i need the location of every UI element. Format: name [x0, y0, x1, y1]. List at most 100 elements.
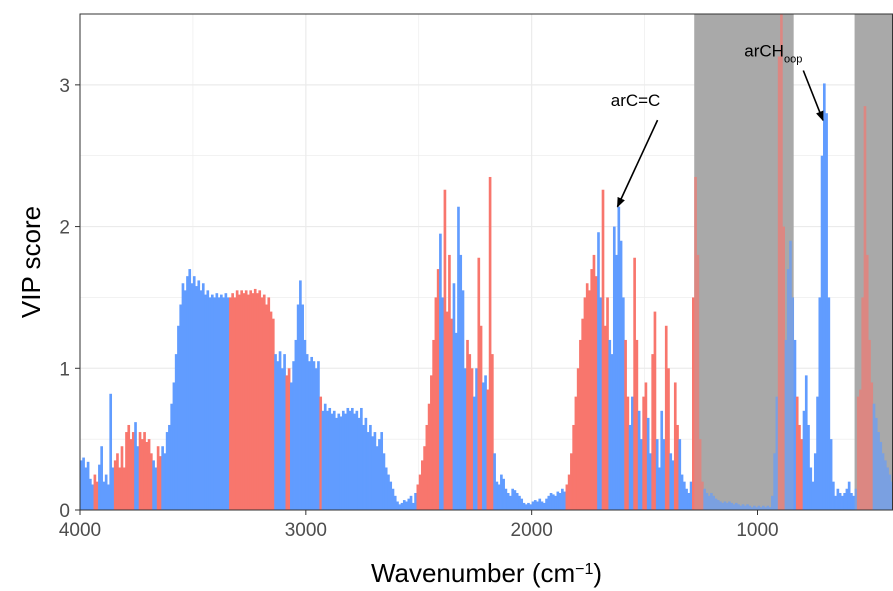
spectrum-bar	[364, 417, 368, 510]
spectrum-bar	[845, 488, 849, 510]
spectrum-bar	[547, 495, 551, 510]
spectrum-bar	[371, 436, 374, 510]
spectrum-bar	[179, 304, 183, 510]
spectrum-bar	[305, 354, 309, 510]
spectrum-bar	[515, 492, 519, 510]
spectrum-bar	[786, 269, 790, 510]
spectrum-bar	[351, 407, 354, 510]
spectrum-bar	[140, 439, 144, 510]
spectrum-bar	[369, 424, 372, 510]
spectrum-bar	[443, 189, 447, 510]
spectrum-bar	[579, 339, 582, 510]
spectrum-bar	[658, 467, 661, 510]
spectrum-bar	[549, 492, 553, 510]
spectrum-bar	[479, 325, 483, 510]
spectrum-bar	[100, 446, 103, 510]
spectrum-bar	[373, 432, 377, 510]
spectrum-bar	[622, 297, 625, 510]
spectrum-bar	[741, 504, 745, 510]
spectrum-bar	[441, 297, 444, 510]
spectrum-bar	[531, 501, 535, 510]
spectrum-bar	[154, 467, 158, 510]
spectrum-bar	[301, 304, 304, 510]
spectrum-bar	[292, 361, 295, 510]
spectrum-bar	[874, 417, 878, 510]
spectrum-bar	[432, 339, 435, 510]
spectrum-bar	[156, 446, 160, 510]
spectrum-bar	[312, 361, 316, 510]
spectrum-bar	[341, 410, 345, 510]
spectrum-bar	[694, 176, 697, 510]
spectrum-bar	[782, 226, 785, 511]
spectrum-bar	[798, 424, 801, 510]
spectrum-bar	[710, 492, 713, 510]
spectrum-bar	[565, 484, 569, 510]
spectrum-bar	[251, 293, 255, 510]
spectrum-bar	[436, 269, 440, 510]
spectrum-bar	[287, 368, 291, 510]
spectrum-bar	[463, 368, 467, 510]
spectrum-bar	[633, 257, 636, 510]
spectrum-bar	[387, 474, 390, 510]
spectrum-bar	[80, 460, 83, 510]
spectrum-bar	[818, 297, 822, 510]
spectrum-bar	[651, 354, 655, 510]
spectrum-bar	[262, 294, 266, 510]
spectrum-bar	[822, 83, 826, 510]
spectrum-bar	[147, 439, 151, 510]
spectrum-bar	[285, 375, 289, 510]
spectrum-bar	[646, 417, 650, 510]
spectrum-bar	[825, 113, 828, 510]
spectrum-bar	[445, 311, 449, 510]
spectrum-bar	[574, 396, 578, 510]
spectrum-bar	[626, 396, 630, 510]
spectrum-bar	[104, 474, 108, 510]
spectrum-bar	[664, 325, 668, 510]
spectrum-bar	[766, 505, 770, 510]
spectrum-bar	[348, 410, 352, 510]
spectrum-bar	[299, 280, 302, 510]
spectrum-bar	[84, 467, 88, 510]
spectrum-bar	[294, 339, 298, 510]
spectrum-bar	[558, 492, 562, 510]
spectrum-bar	[524, 504, 528, 510]
spectrum-bar	[732, 504, 736, 510]
spectrum-bar	[836, 488, 840, 510]
spectrum-bar	[457, 206, 460, 510]
spectrum-bar	[847, 481, 851, 510]
spectrum-bar	[448, 254, 451, 510]
y-tick-label: 2	[59, 218, 70, 239]
shaded-region-overlay	[854, 14, 893, 510]
spectrum-bar	[249, 290, 253, 510]
spectrum-bar	[712, 495, 715, 510]
spectrum-bar	[328, 407, 332, 510]
spectrum-bar	[603, 325, 607, 510]
spectrum-bar	[472, 396, 476, 510]
spectrum-bar	[491, 354, 494, 510]
spectrum-bar	[91, 484, 94, 510]
spectrum-bar	[834, 495, 837, 510]
spectrum-bar	[739, 505, 743, 510]
spectrum-bar	[746, 504, 749, 510]
spectrum-bar	[276, 361, 280, 510]
spectrum-bar	[244, 290, 248, 510]
spectrum-bar	[488, 176, 492, 510]
spectrum-bar	[872, 403, 876, 510]
spectrum-bar	[716, 500, 720, 510]
spectrum-bar	[332, 410, 336, 510]
spectrum-bar	[402, 500, 406, 510]
spectrum-bar	[669, 453, 673, 510]
spectrum-bar	[757, 505, 761, 510]
spectrum-bar	[527, 502, 530, 510]
spectrum-bar	[612, 226, 616, 511]
spectrum-bar	[800, 439, 804, 510]
spectrum-bar	[208, 297, 212, 510]
x-axis-title-sup: −1	[575, 561, 593, 578]
spectrum-bar	[624, 339, 627, 510]
spectrum-bar	[606, 297, 609, 510]
spectrum-bar	[113, 460, 117, 510]
spectrum-bar	[470, 368, 474, 510]
annotation-arrow	[802, 70, 824, 122]
spectrum-bar	[764, 507, 767, 510]
spectrum-bar	[685, 488, 688, 510]
